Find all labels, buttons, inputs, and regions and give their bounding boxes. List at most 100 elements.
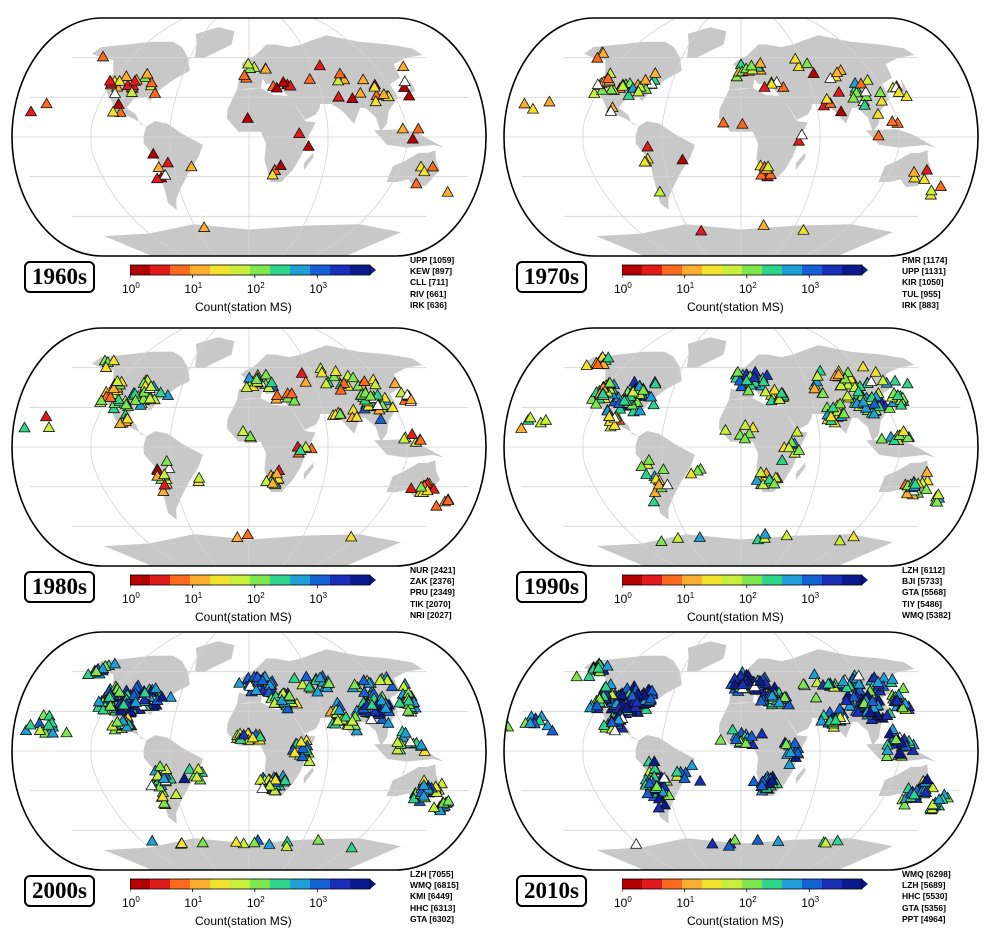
station-marker xyxy=(364,389,377,401)
station-marker xyxy=(143,392,157,404)
colorbar-tick-label: 101 xyxy=(184,281,202,296)
colorbar-tick-label: 101 xyxy=(184,895,202,910)
station-marker xyxy=(881,743,894,755)
station-marker xyxy=(780,737,793,749)
station-marker xyxy=(281,702,294,714)
station-marker xyxy=(406,132,419,144)
station-marker xyxy=(570,670,583,682)
station-marker xyxy=(841,389,854,401)
landmass xyxy=(303,152,314,171)
top-station-entry: UPP [1059] xyxy=(410,255,455,265)
station-marker xyxy=(441,494,455,506)
station-marker xyxy=(24,105,38,117)
station-marker xyxy=(580,359,593,370)
station-marker xyxy=(602,351,615,363)
station-marker xyxy=(518,97,531,109)
station-markers xyxy=(19,657,455,853)
station-marker xyxy=(649,377,662,389)
station-marker xyxy=(263,838,276,849)
station-marker xyxy=(788,52,802,64)
colorbar-tick-label: 101 xyxy=(676,895,694,910)
tick-exponent: 0 xyxy=(135,895,140,904)
station-marker xyxy=(907,788,921,800)
station-marker xyxy=(897,682,910,693)
station-marker xyxy=(908,171,921,183)
tick-base: 10 xyxy=(614,592,628,606)
station-marker xyxy=(539,413,553,425)
decade-label: 1980s xyxy=(24,571,95,603)
station-marker xyxy=(738,432,752,444)
station-marker xyxy=(121,412,134,424)
landmass xyxy=(237,345,423,442)
station-markers xyxy=(518,46,948,236)
station-marker xyxy=(788,736,802,748)
tick-exponent: 2 xyxy=(752,281,757,290)
station-marker xyxy=(379,701,392,713)
station-marker xyxy=(647,398,660,410)
tick-exponent: 0 xyxy=(135,591,140,600)
station-marker xyxy=(754,694,768,706)
station-marker xyxy=(635,460,648,472)
station-marker xyxy=(765,689,779,701)
station-marker xyxy=(736,678,749,690)
station-marker xyxy=(346,714,359,726)
station-marker xyxy=(154,386,167,398)
colorbar-segment xyxy=(230,879,251,889)
station-marker xyxy=(107,402,120,414)
station-marker xyxy=(852,677,866,689)
colorbar-segment xyxy=(782,879,803,889)
station-marker xyxy=(398,75,411,87)
station-marker xyxy=(889,733,903,744)
colorbar-tick-label: 103 xyxy=(801,895,819,910)
station-marker xyxy=(866,694,879,706)
station-marker xyxy=(852,385,865,397)
station-marker xyxy=(405,428,419,439)
colorbar-segment xyxy=(150,879,171,889)
station-marker xyxy=(780,529,793,541)
map-frame xyxy=(11,17,487,257)
station-marker xyxy=(652,478,666,490)
landmass xyxy=(795,152,806,171)
station-marker xyxy=(726,723,739,735)
station-marker xyxy=(256,673,269,685)
station-marker xyxy=(874,86,887,97)
station-marker xyxy=(418,165,431,177)
colorbar-tick-label: 102 xyxy=(247,281,265,296)
station-marker xyxy=(755,168,768,180)
station-marker xyxy=(104,699,117,711)
station-marker xyxy=(829,713,842,725)
station-marker xyxy=(875,94,888,106)
map-area xyxy=(12,328,486,566)
station-marker xyxy=(618,394,631,406)
station-marker xyxy=(515,422,528,433)
station-marker xyxy=(315,366,328,378)
station-marker xyxy=(900,487,914,499)
colorbar-segment xyxy=(190,265,211,275)
station-marker xyxy=(604,105,618,116)
station-marker xyxy=(684,467,698,479)
station-marker xyxy=(591,358,604,369)
colorbar-tick-label: 102 xyxy=(739,895,757,910)
station-marker xyxy=(112,97,125,109)
station-marker xyxy=(742,384,755,396)
station-marker xyxy=(369,95,382,107)
station-marker xyxy=(590,699,604,711)
station-marker xyxy=(901,431,915,443)
top-station-entry: GTA [5568] xyxy=(902,587,946,598)
colorbar-label: Count(station MS) xyxy=(687,914,784,928)
station-marker xyxy=(313,59,326,71)
station-marker xyxy=(150,172,164,184)
map-frame xyxy=(503,631,979,871)
station-marker xyxy=(374,413,387,424)
station-marker xyxy=(120,70,133,81)
station-marker xyxy=(859,85,872,97)
station-marker xyxy=(832,368,845,379)
station-marker xyxy=(691,464,704,476)
station-marker xyxy=(523,716,537,728)
station-marker xyxy=(158,168,172,180)
station-marker xyxy=(792,60,806,72)
station-marker xyxy=(82,668,95,680)
station-marker xyxy=(162,462,176,473)
station-marker xyxy=(354,86,367,98)
landmass xyxy=(374,129,444,148)
